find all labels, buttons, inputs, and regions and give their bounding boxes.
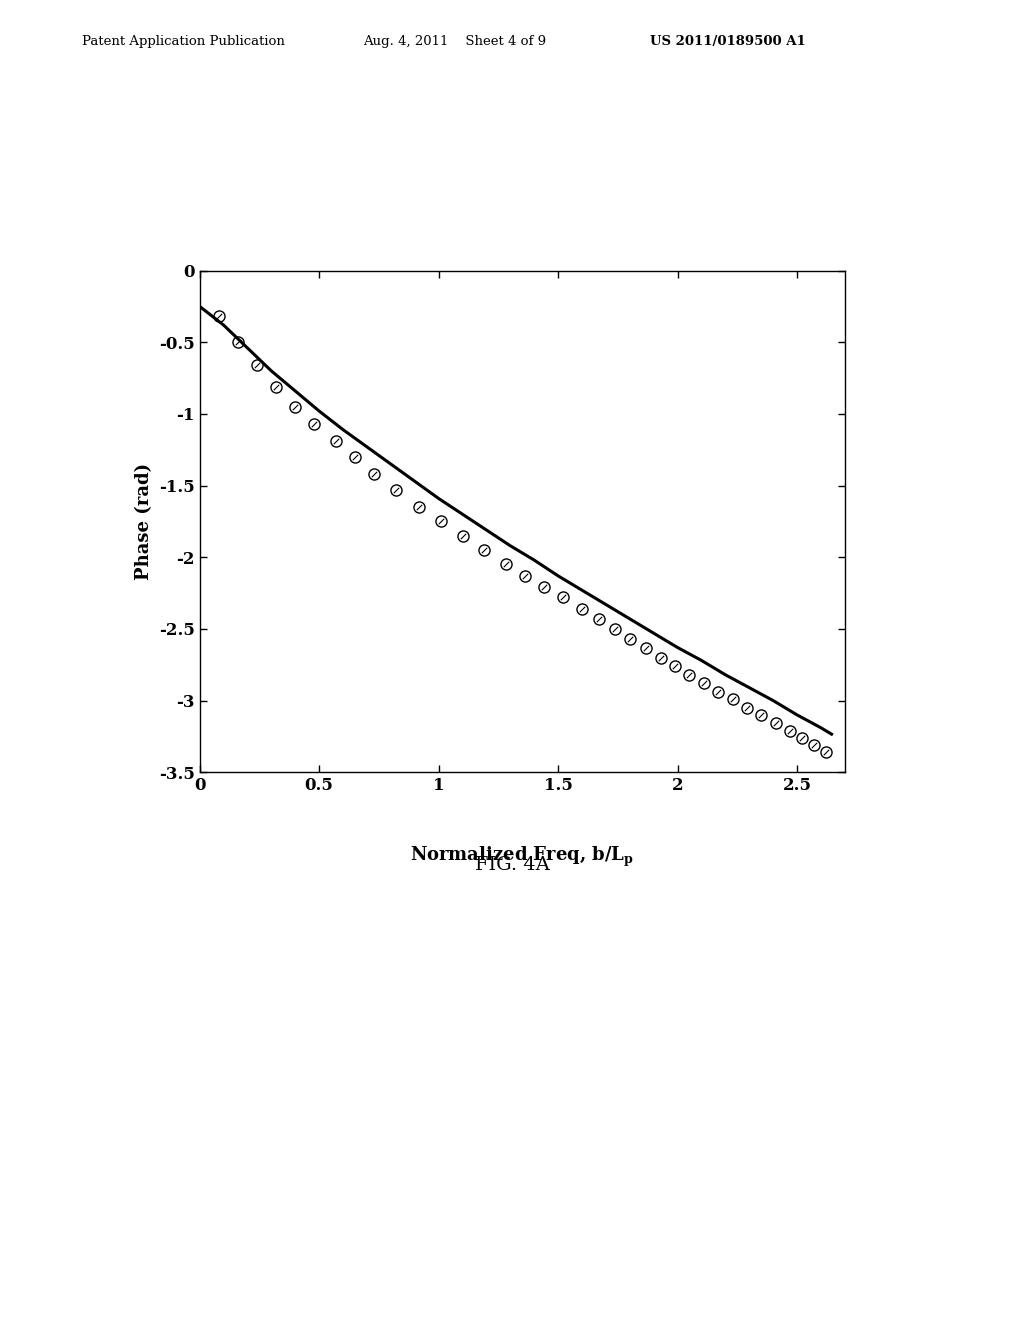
Text: US 2011/0189500 A1: US 2011/0189500 A1 — [650, 34, 806, 48]
Text: FIG. 4A: FIG. 4A — [474, 855, 550, 874]
Text: Patent Application Publication: Patent Application Publication — [82, 34, 285, 48]
Text: Aug. 4, 2011    Sheet 4 of 9: Aug. 4, 2011 Sheet 4 of 9 — [364, 34, 547, 48]
Y-axis label: Phase (rad): Phase (rad) — [135, 463, 154, 579]
Text: Normalized Freq, b/L$_\mathregular{p}$: Normalized Freq, b/L$_\mathregular{p}$ — [411, 845, 634, 869]
